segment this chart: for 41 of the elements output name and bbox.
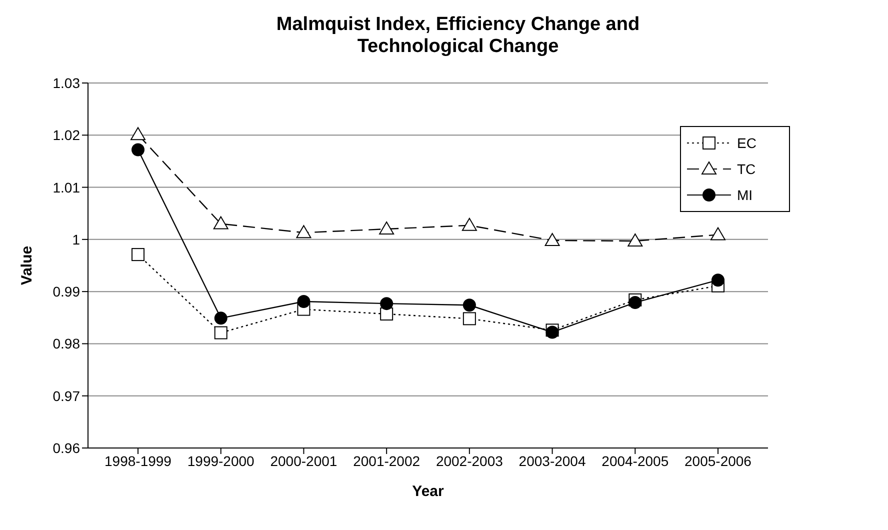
x-tick-label: 1999-2000 (187, 452, 255, 469)
x-tick-label: 1998-1999 (104, 452, 172, 469)
point (132, 143, 144, 156)
y-tick-label: 1.03 (52, 74, 80, 91)
y-tick-label: 0.99 (52, 284, 80, 300)
point (628, 233, 643, 246)
point (296, 225, 312, 238)
x-tick-label: 2000-2001 (270, 452, 338, 469)
point (710, 227, 726, 240)
point (462, 298, 476, 312)
x-tick-label: 2002-2003 (436, 452, 504, 469)
y-tick-label: 0.98 (52, 336, 80, 352)
point (213, 216, 228, 230)
point (132, 248, 144, 262)
point (544, 232, 560, 246)
y-tick-label: 0.97 (52, 388, 80, 404)
point (380, 307, 394, 320)
point (379, 222, 394, 234)
y-axis-title: Value (18, 246, 36, 286)
point (462, 312, 476, 326)
point (380, 297, 394, 310)
y-tick-label: 1.02 (52, 127, 80, 144)
legend-label: EC (737, 135, 756, 151)
point (712, 274, 724, 287)
point (297, 294, 310, 308)
legend-label: TC (737, 161, 756, 177)
x-tick-label: 2005-2006 (684, 452, 752, 469)
x-axis-title: Year (412, 483, 444, 500)
point (130, 127, 146, 140)
legend-label: MI (737, 187, 753, 203)
y-tick-label: 1 (72, 231, 80, 248)
x-tick-label: 2004-2005 (602, 452, 669, 469)
point (462, 218, 477, 231)
y-tick-label: 1.01 (52, 179, 80, 196)
chart-title: Malmquist Index, Efficiency Change and Technological Change (275, 14, 641, 58)
y-tick-label: 0.96 (52, 440, 80, 456)
point (628, 296, 642, 310)
x-tick-label: 2001-2002 (353, 452, 420, 469)
x-tick-label: 2003-2004 (518, 452, 586, 469)
point (214, 326, 228, 340)
point (214, 312, 228, 325)
